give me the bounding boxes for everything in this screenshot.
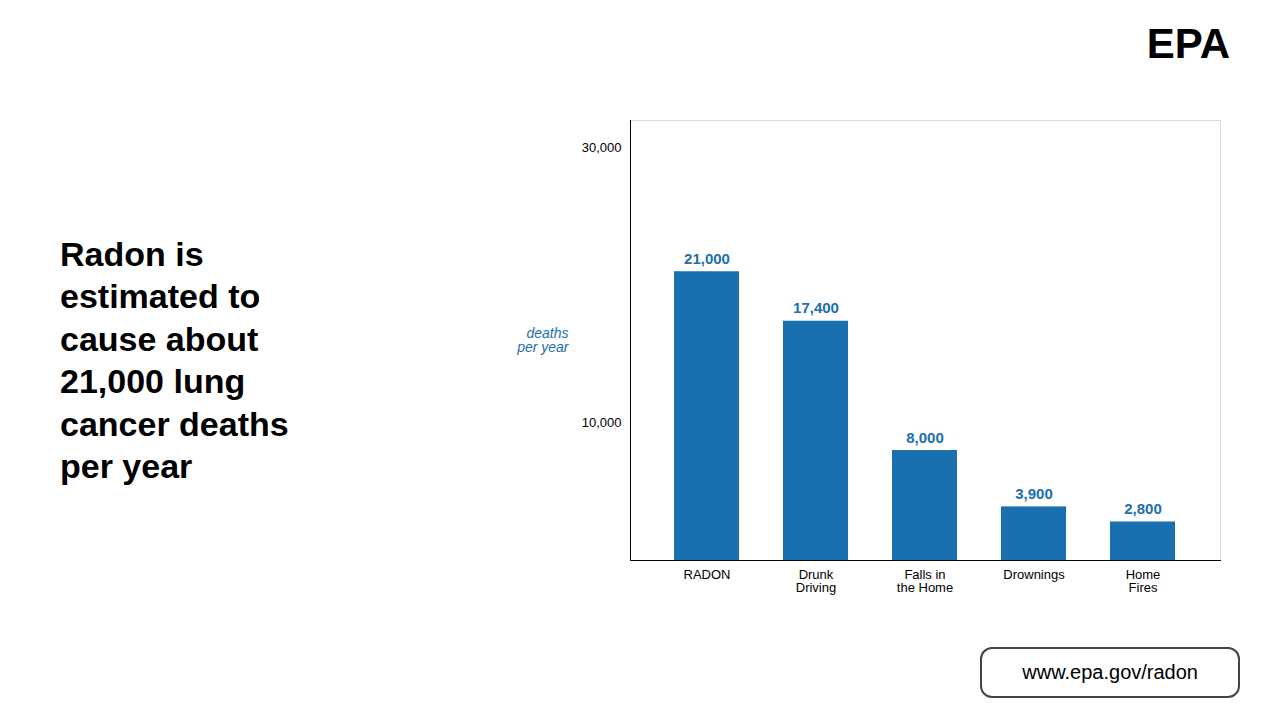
- svg-text:Drownings: Drownings: [1003, 567, 1065, 582]
- svg-text:RADON: RADON: [684, 567, 731, 582]
- svg-text:3,900: 3,900: [1015, 485, 1053, 502]
- svg-text:deathsper year: deathsper year: [516, 325, 570, 355]
- svg-text:30,000: 30,000: [582, 140, 622, 155]
- svg-text:17,400: 17,400: [793, 299, 839, 316]
- html-text:www.epa.gov/radon: www.epa.gov/radon: [1022, 661, 1198, 683]
- svg-text:Falls inthe Home: Falls inthe Home: [897, 567, 953, 595]
- html-text:EPA: EPA: [1146, 20, 1230, 67]
- svg-text:10,000: 10,000: [582, 415, 622, 430]
- svg-text:8,000: 8,000: [906, 429, 944, 446]
- svg-text:DrunkDriving: DrunkDriving: [796, 567, 836, 595]
- svg-text:2,800: 2,800: [1124, 500, 1162, 517]
- html-text:Radon is estimated to cause ab: Radon is estimated to cause about 21,000…: [60, 234, 289, 485]
- svg-text:HomeFires: HomeFires: [1126, 567, 1161, 595]
- svg-text:21,000: 21,000: [684, 250, 730, 267]
